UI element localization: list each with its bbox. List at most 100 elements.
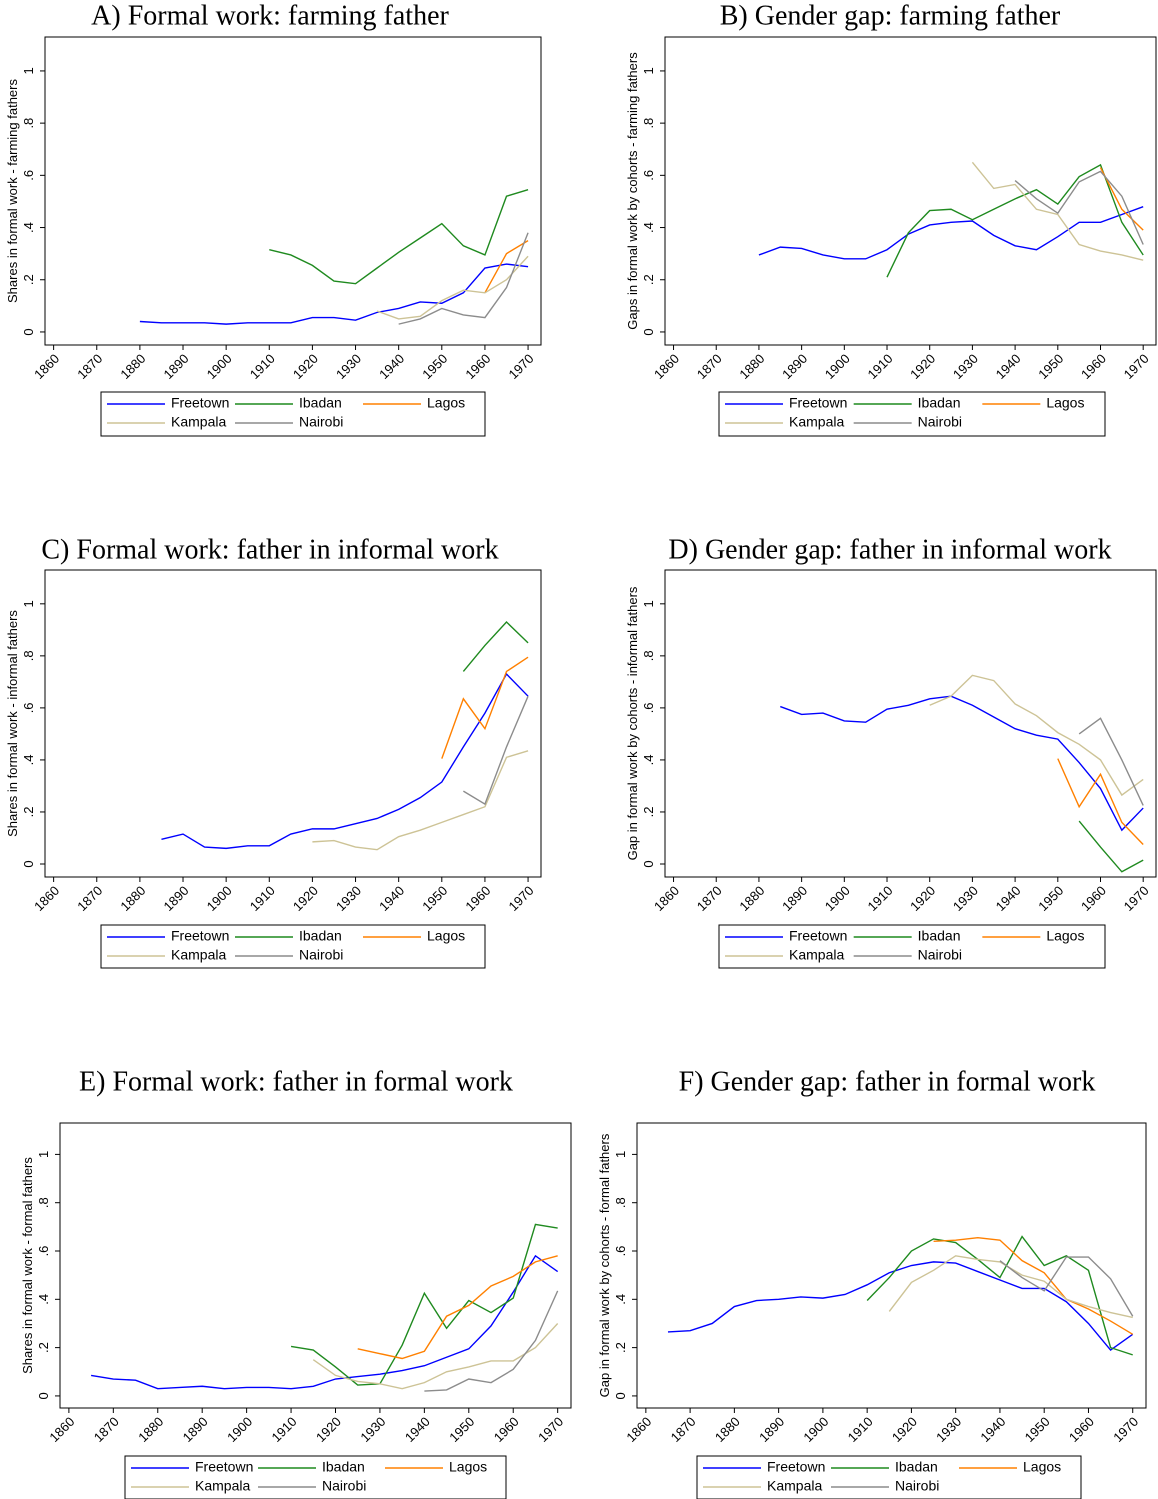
y-tick-label: .8 (613, 1197, 628, 1208)
x-tick-label: 1880 (135, 1414, 166, 1445)
x-tick-label: 1910 (247, 883, 278, 914)
x-tick-label: 1860 (31, 351, 62, 382)
plot-frame (664, 569, 1157, 878)
x-tick-label: 1880 (117, 883, 148, 914)
legend-label: Ibadan (299, 928, 342, 944)
x-tick-label: 1930 (333, 883, 364, 914)
legend-label: Kampala (171, 947, 226, 963)
legend-label: Lagos (1046, 928, 1084, 944)
y-tick-label: 0 (21, 860, 36, 867)
legend-label: Kampala (789, 947, 844, 963)
y-tick-label: .6 (641, 702, 656, 713)
x-tick-label: 1860 (623, 1414, 654, 1445)
x-tick-label: 1890 (180, 1414, 211, 1445)
series-line (161, 672, 529, 850)
legend-label: Nairobi (918, 414, 962, 430)
legend-label: Nairobi (918, 947, 962, 963)
series-line (424, 1290, 559, 1392)
x-tick-label: 1870 (74, 883, 105, 914)
y-tick-label: .8 (36, 1197, 51, 1208)
x-tick-label: 1860 (651, 351, 682, 382)
legend-label: Kampala (767, 1478, 822, 1494)
series-line (886, 163, 1144, 278)
x-tick-label: 1890 (779, 351, 810, 382)
x-tick-label: 1950 (419, 351, 450, 382)
legend-label: Kampala (195, 1478, 250, 1494)
y-tick-label: .4 (36, 1294, 51, 1305)
y-axis-label: Gap in formal work by cohorts - informal… (625, 586, 640, 860)
legend-label: Lagos (1046, 395, 1084, 411)
chart-title: D) Gender gap: father in informal work (668, 534, 1111, 565)
y-axis-label: Shares in formal work - farming fathers (5, 79, 20, 303)
x-tick-label: 1940 (376, 883, 407, 914)
series-line (290, 1223, 558, 1386)
series-line (1078, 820, 1144, 873)
legend-box (696, 1455, 1082, 1499)
series-line (866, 1235, 1133, 1356)
series-line (1014, 170, 1144, 245)
legend-label: Freetown (789, 395, 847, 411)
x-tick-label: 1870 (74, 351, 105, 382)
chart-title: A) Formal work: farming father (91, 0, 449, 31)
x-tick-label: 1950 (1022, 1414, 1053, 1445)
y-tick-label: .6 (21, 702, 36, 713)
y-tick-label: .8 (21, 650, 36, 661)
y-tick-label: 1 (21, 67, 36, 74)
y-tick-label: 1 (21, 600, 36, 607)
series-line (312, 750, 529, 851)
x-tick-label: 1970 (1121, 883, 1152, 914)
chart-panel: E) Formal work: father in formal work 0 .2… (20, 1066, 572, 1499)
y-tick-label: .4 (641, 755, 656, 766)
legend-label: Nairobi (299, 414, 343, 430)
x-tick-label: 1920 (907, 351, 938, 382)
plot-frame (44, 569, 542, 878)
x-tick-label: 1960 (1066, 1414, 1097, 1445)
x-tick-label: 1890 (161, 883, 192, 914)
plot-frame (59, 1122, 572, 1409)
x-tick-label: 1940 (376, 351, 407, 382)
legend-label: Freetown (767, 1459, 825, 1475)
y-tick-label: .2 (613, 1342, 628, 1353)
y-tick-label: 1 (641, 600, 656, 607)
x-tick-label: 1960 (462, 883, 493, 914)
y-tick-label: .2 (21, 807, 36, 818)
x-tick-label: 1870 (694, 883, 725, 914)
x-tick-label: 1880 (117, 351, 148, 382)
series-line (667, 1261, 1134, 1351)
legend-label: Freetown (195, 1459, 253, 1475)
x-tick-label: 1860 (31, 883, 62, 914)
x-tick-label: 1900 (204, 883, 235, 914)
series-line (1078, 717, 1144, 806)
y-tick-label: .4 (613, 1294, 628, 1305)
series-line (758, 206, 1144, 260)
x-tick-label: 1860 (46, 1414, 77, 1445)
x-tick-label: 1940 (993, 351, 1024, 382)
x-tick-label: 1960 (462, 351, 493, 382)
legend-label: Lagos (449, 1459, 487, 1475)
y-axis-label: Gaps in formal work by cohorts - farming… (625, 52, 640, 330)
plot-frame (664, 36, 1157, 346)
y-tick-label: .8 (641, 118, 656, 129)
x-tick-label: 1880 (712, 1414, 743, 1445)
x-tick-label: 1930 (357, 1414, 388, 1445)
y-tick-label: 0 (21, 328, 36, 335)
x-tick-label: 1930 (333, 351, 364, 382)
x-tick-label: 1900 (800, 1414, 831, 1445)
legend-label: Ibadan (895, 1459, 938, 1475)
x-tick-label: 1920 (907, 883, 938, 914)
x-tick-label: 1870 (91, 1414, 122, 1445)
series-line (971, 161, 1144, 261)
series-line (999, 1256, 1134, 1317)
legend-label: Ibadan (918, 395, 961, 411)
legend-box (718, 924, 1106, 969)
y-tick-label: .8 (21, 118, 36, 129)
x-tick-label: 1860 (651, 883, 682, 914)
y-axis-label: Gap in formal work by cohorts - formal f… (597, 1133, 612, 1397)
x-tick-label: 1960 (491, 1414, 522, 1445)
y-tick-label: 0 (641, 860, 656, 867)
series-line (376, 255, 529, 320)
legend-label: Kampala (789, 414, 844, 430)
legend-label: Ibadan (322, 1459, 365, 1475)
series-line (357, 1255, 558, 1360)
